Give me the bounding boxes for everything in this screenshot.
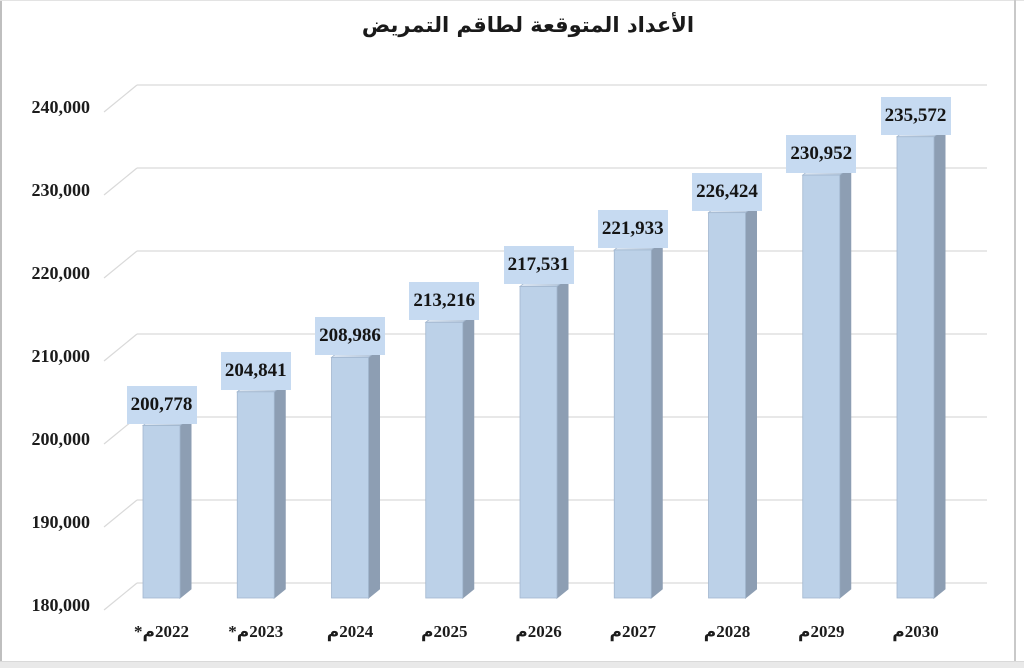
bar-side-face: [368, 347, 380, 600]
bar-front-face: [425, 321, 464, 599]
gridline-diagonal: [103, 582, 138, 611]
bar-front-face: [331, 357, 369, 599]
window-border-top: [0, 0, 1024, 1]
window-bottom-strip: [0, 661, 1024, 668]
bar-front-face: [519, 286, 558, 599]
bar-side-face: [933, 126, 946, 600]
gridline-diagonal: [103, 84, 138, 113]
gridline-diagonal: [103, 333, 138, 362]
bar-side-face: [462, 312, 475, 600]
bar-front-face: [708, 212, 746, 599]
bar-front-face: [142, 425, 181, 599]
bar-front-face: [236, 391, 275, 599]
bar-side-face: [839, 165, 852, 600]
bar-front-face: [896, 136, 935, 599]
window-border-right: [1014, 0, 1016, 661]
bar-side-face: [556, 276, 569, 600]
chart-title: الأعداد المتوقعة لطاقم التمريض: [361, 13, 695, 37]
gridline-diagonal: [103, 499, 138, 528]
bar-front-face: [613, 249, 652, 599]
gridline-diagonal: [103, 416, 138, 445]
gridline-diagonal: [103, 167, 138, 196]
bar-front-face: [802, 174, 841, 599]
bar-side-face: [273, 381, 286, 600]
window-border-left: [0, 0, 2, 668]
bar-side-face: [745, 202, 757, 600]
gridline-diagonal: [103, 250, 138, 279]
bar-side-face: [179, 415, 192, 600]
bar-side-face: [650, 239, 663, 600]
